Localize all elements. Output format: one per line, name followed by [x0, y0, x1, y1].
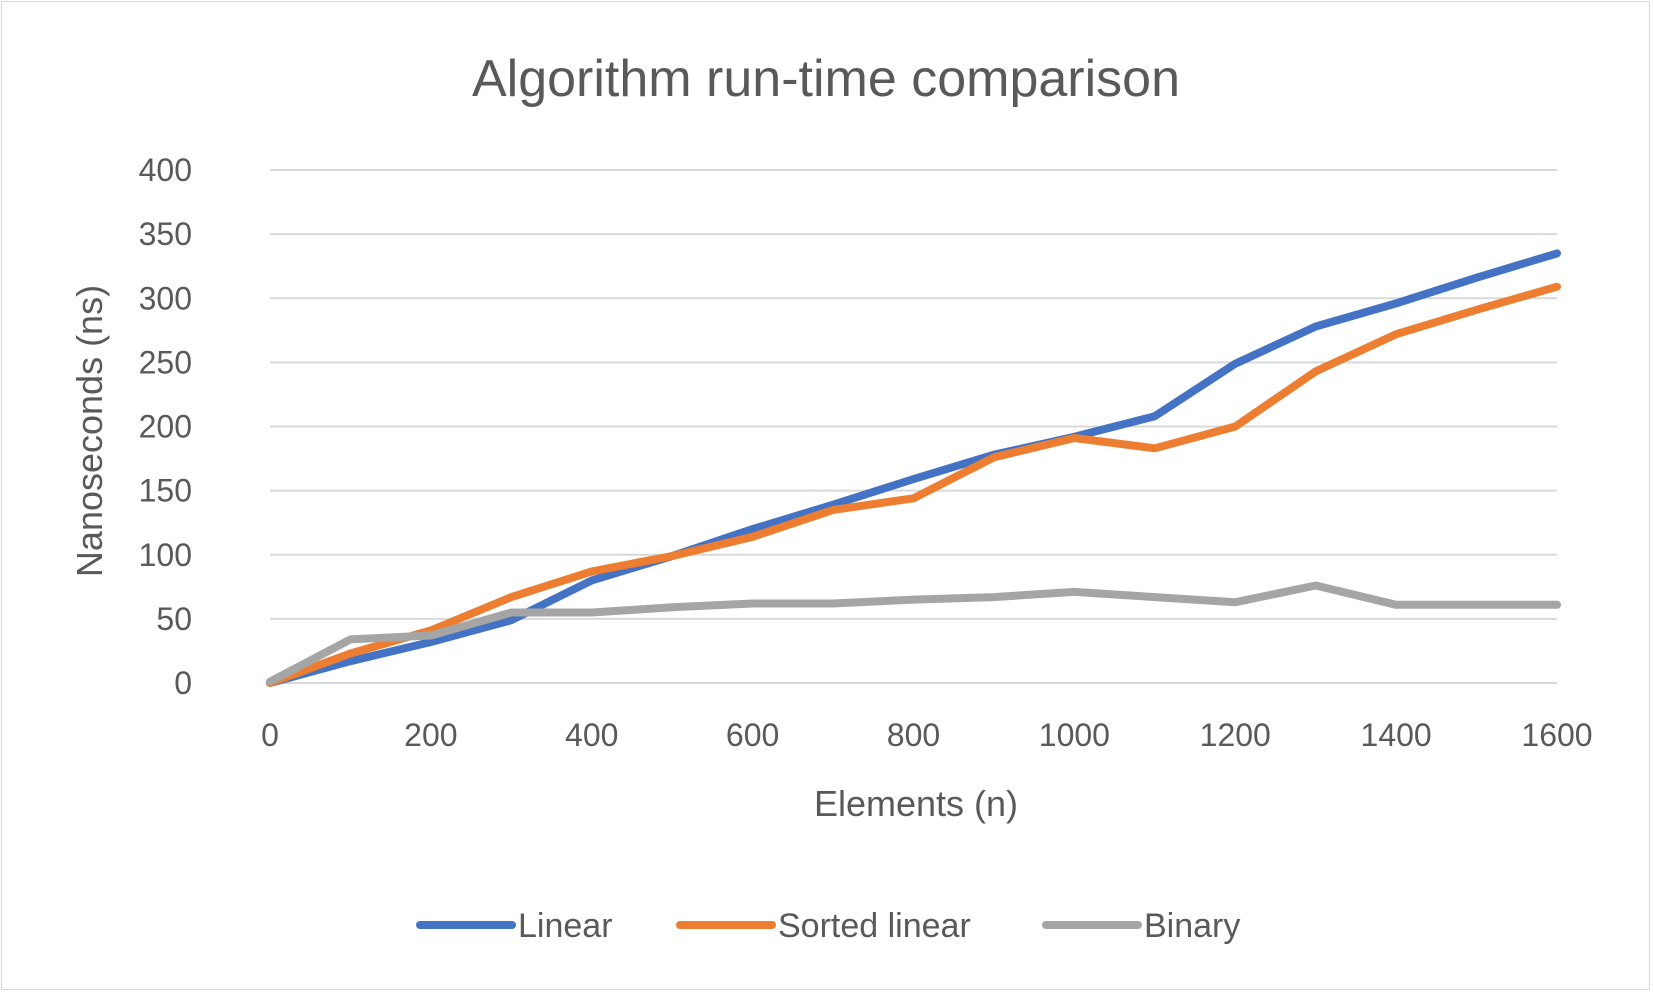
x-tick-label: 200 [404, 717, 457, 753]
y-tick-label: 200 [139, 409, 192, 445]
y-tick-label: 0 [174, 665, 192, 701]
y-tick-label: 300 [139, 280, 192, 316]
x-axis-title: Elements (n) [814, 783, 1018, 824]
y-tick-label: 150 [139, 473, 192, 509]
legend-label: Sorted linear [778, 907, 971, 945]
x-tick-label: 1600 [1521, 717, 1592, 753]
x-tick-label: 0 [261, 717, 279, 753]
x-tick-label: 1400 [1361, 717, 1432, 753]
series-lines [266, 249, 1561, 687]
chart-title: Algorithm run-time comparison [472, 50, 1180, 108]
y-tick-label: 350 [139, 216, 192, 252]
y-tick-label: 50 [156, 601, 192, 637]
legend-label: Binary [1144, 907, 1240, 945]
series-line-linear [266, 249, 1561, 687]
legend: Linear Sorted linear Binary [416, 907, 1240, 945]
legend-label: Linear [518, 907, 613, 945]
gridlines [270, 169, 1557, 684]
x-axis-ticks: 0 200 400 600 800 1000 1200 1400 1600 [261, 717, 1592, 753]
x-tick-label: 400 [565, 717, 618, 753]
x-tick-label: 600 [726, 717, 779, 753]
series-line-sorted-linear [266, 282, 1561, 687]
x-tick-label: 1200 [1200, 717, 1271, 753]
y-tick-label: 250 [139, 344, 192, 380]
y-axis-ticks: 0 50 100 150 200 250 300 350 400 [139, 152, 192, 701]
x-tick-label: 1000 [1039, 717, 1110, 753]
y-tick-label: 400 [139, 152, 192, 188]
y-axis-title: Nanoseconds (ns) [69, 285, 110, 577]
series-line-binary [266, 581, 1561, 686]
x-tick-label: 800 [887, 717, 940, 753]
y-tick-label: 100 [139, 537, 192, 573]
